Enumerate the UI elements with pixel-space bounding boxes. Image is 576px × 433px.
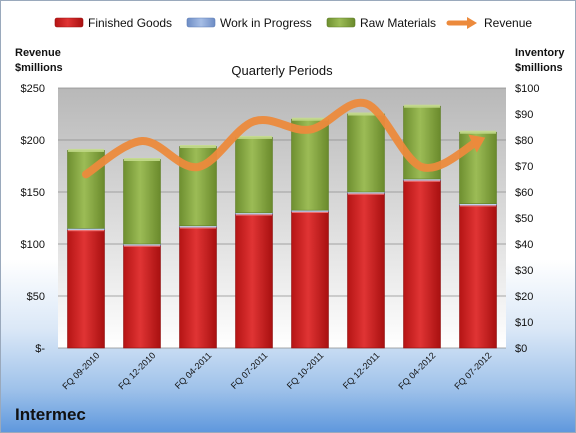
bar-finished-goods (179, 226, 217, 349)
x-tick-label: FQ 07-2011 (229, 350, 270, 391)
revenue-arrowhead (468, 134, 486, 153)
right-axis-title-line2: $millions (515, 62, 563, 74)
bar-raw-materials (123, 159, 161, 245)
x-axis-ticks: FQ 09-2010 FQ 12-2010 FQ 04-2011 FQ 07-2011… (60, 350, 493, 391)
bar-raw-materials-cap (236, 135, 272, 139)
right-axis-title-line1: Inventory (515, 47, 565, 59)
right-tick-label: $90 (515, 109, 533, 121)
left-axis-title-line2: $millions (15, 62, 63, 74)
legend: Finished Goods Work in Progress Raw Mate… (54, 16, 532, 30)
right-tick-label: $70 (515, 161, 533, 173)
right-tick-label: $80 (515, 135, 533, 147)
left-axis-ticks: $- $50 $100 $150 $200 $250 (21, 83, 46, 355)
legend-label-revenue: Revenue (484, 16, 532, 30)
legend-label-raw-materials: Raw Materials (360, 16, 436, 30)
revenue-line (82, 98, 486, 179)
x-tick-label: FQ 12-2010 (116, 350, 157, 391)
right-tick-label: $40 (515, 239, 533, 251)
x-tick-label: FQ 10-2011 (285, 350, 326, 391)
left-tick-label: $- (35, 343, 45, 355)
left-tick-label: $200 (21, 135, 45, 147)
bar-raw-materials-cap (460, 130, 496, 134)
left-tick-label: $150 (21, 187, 45, 199)
x-tick-label: FQ 04-2011 (173, 350, 214, 391)
bar-raw-materials-cap (404, 104, 440, 108)
right-tick-label: $100 (515, 83, 539, 95)
bar-raw-materials-cap (292, 117, 328, 121)
legend-label-finished-goods: Finished Goods (88, 16, 172, 30)
revenue-series-line (82, 98, 482, 179)
bar-finished-goods (459, 204, 497, 349)
right-tick-label: $60 (515, 187, 533, 199)
left-tick-label: $250 (21, 83, 45, 95)
right-tick-label: $50 (515, 213, 533, 225)
bar-finished-goods (403, 180, 441, 349)
bar-raw-materials-cap (348, 112, 384, 116)
bar-finished-goods (291, 211, 329, 349)
legend-label-work-in-progress: Work in Progress (220, 16, 312, 30)
x-tick-label: FQ 04-2012 (396, 350, 437, 391)
bar-finished-goods (123, 245, 161, 349)
legend-swatch-work-in-progress (186, 17, 216, 28)
x-tick-label: FQ 09-2010 (60, 350, 101, 391)
left-tick-label: $100 (21, 239, 45, 251)
bar-finished-goods (347, 193, 385, 349)
chart-title: Quarterly Periods (231, 63, 333, 78)
right-tick-label: $0 (515, 343, 527, 355)
bar-finished-goods (67, 229, 105, 349)
bar-raw-materials (347, 113, 385, 193)
bar-raw-materials (291, 118, 329, 211)
bar-raw-materials-cap (68, 148, 104, 152)
left-axis-title-line1: Revenue (15, 47, 61, 59)
bar-raw-materials-cap (124, 158, 160, 161)
legend-swatch-finished-goods (54, 17, 84, 28)
right-tick-label: $30 (515, 265, 533, 277)
right-axis-ticks: $0 $10 $20 $30 $40 $50 $60 $70 $80 $90 $100 (515, 83, 539, 355)
company-name: Intermec (15, 405, 86, 424)
x-tick-label: FQ 07-2012 (452, 350, 493, 391)
legend-arrow-revenue (467, 17, 477, 29)
right-tick-label: $10 (515, 317, 533, 329)
bar-raw-materials-cap (180, 145, 216, 148)
right-tick-label: $20 (515, 291, 533, 303)
bars (67, 104, 497, 349)
left-tick-label: $50 (27, 291, 45, 303)
bar-finished-goods (235, 213, 273, 349)
legend-swatch-raw-materials (326, 17, 356, 28)
x-tick-label: FQ 12-2011 (341, 350, 382, 391)
bar-raw-materials (235, 137, 273, 214)
